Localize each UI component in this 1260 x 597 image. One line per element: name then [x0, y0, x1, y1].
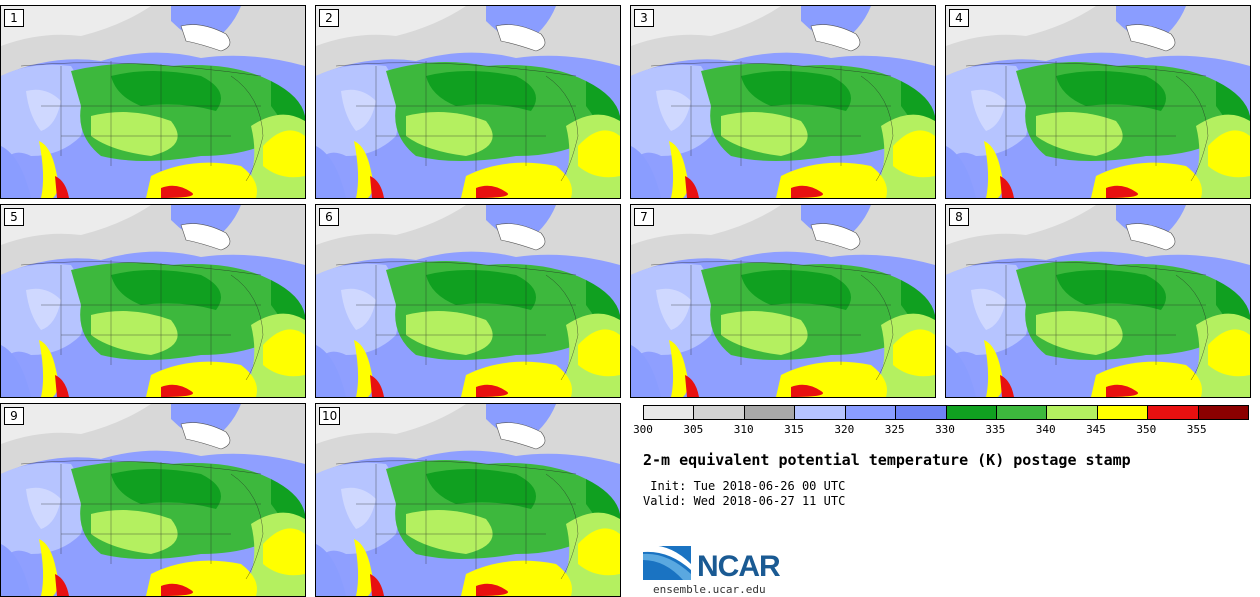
- colorbar-tick-label: 355: [1186, 423, 1207, 436]
- map-field: [316, 404, 620, 596]
- map-field: [946, 6, 1250, 198]
- panel-number-label: 3: [634, 9, 654, 27]
- colorbar-swatch: [795, 406, 846, 419]
- panel-number-label: 6: [319, 208, 339, 226]
- map-field: [1, 205, 305, 397]
- colorbar-tick-label: 300: [633, 423, 653, 436]
- map-field: [316, 205, 620, 397]
- colorbar-tick-label: 305: [683, 423, 704, 436]
- panel-number-label: 9: [4, 407, 24, 425]
- map-panel: 4: [945, 5, 1251, 199]
- map-panel: 8: [945, 204, 1251, 398]
- valid-time: Valid: Wed 2018-06-27 11 UTC: [643, 494, 846, 508]
- colorbar-tick-label: 330: [935, 423, 955, 436]
- colorbar-swatch: [1148, 406, 1199, 419]
- map-field: [946, 205, 1250, 397]
- panel-number-label: 2: [319, 9, 339, 27]
- time-info: Init: Tue 2018-06-26 00 UTC Valid: Wed 2…: [643, 479, 845, 509]
- colorbar-swatch: [946, 406, 997, 419]
- map-field: [631, 205, 935, 397]
- colorbar-swatch: [1198, 406, 1249, 419]
- ncar-logo: NCAR: [643, 540, 793, 585]
- colorbar-tick-label: 350: [1136, 423, 1157, 436]
- map-panel: 1: [0, 5, 306, 199]
- colorbar-tick-label: 345: [1086, 423, 1106, 436]
- colorbar-tick-label: 315: [784, 423, 804, 436]
- map-field: [316, 6, 620, 198]
- colorbar-tick-label: 320: [834, 423, 855, 436]
- map-field: [1, 6, 305, 198]
- colorbar-swatch: [1047, 406, 1098, 419]
- figure-title: 2-m equivalent potential temperature (K)…: [643, 451, 1131, 469]
- map-panel: 2: [315, 5, 621, 199]
- panel-number-label: 1: [4, 9, 24, 27]
- map-panel: 9: [0, 403, 306, 597]
- panel-number-label: 10: [319, 407, 341, 425]
- map-field: [631, 6, 935, 198]
- colorbar-tick-label: 340: [1035, 423, 1056, 436]
- map-panel: 10: [315, 403, 621, 597]
- colorbar-tick-label: 335: [985, 423, 1006, 436]
- map-panel: 3: [630, 5, 936, 199]
- colorbar-swatch: [845, 406, 897, 419]
- colorbar-swatch: [694, 406, 745, 419]
- ncar-swoosh-icon: [643, 545, 691, 580]
- colorbar-swatch: [996, 406, 1048, 419]
- site-url: ensemble.ucar.edu: [653, 583, 766, 596]
- colorbar-swatch: [896, 406, 947, 419]
- colorbar-swatch: [744, 406, 796, 419]
- map-panel: 5: [0, 204, 306, 398]
- colorbar: [643, 405, 1249, 420]
- init-time: Init: Tue 2018-06-26 00 UTC: [643, 479, 846, 493]
- colorbar-swatch: [644, 406, 695, 419]
- colorbar-swatch: [1097, 406, 1149, 419]
- panel-number-label: 8: [949, 208, 969, 226]
- panel-number-label: 4: [949, 9, 969, 27]
- colorbar-tick-label: 325: [884, 423, 905, 436]
- panel-number-label: 7: [634, 208, 654, 226]
- map-panel: 7: [630, 204, 936, 398]
- colorbar-tick-label: 310: [733, 423, 754, 436]
- map-panel: 6: [315, 204, 621, 398]
- panel-number-label: 5: [4, 208, 24, 226]
- ncar-wordmark: NCAR: [697, 550, 781, 583]
- map-field: [1, 404, 305, 596]
